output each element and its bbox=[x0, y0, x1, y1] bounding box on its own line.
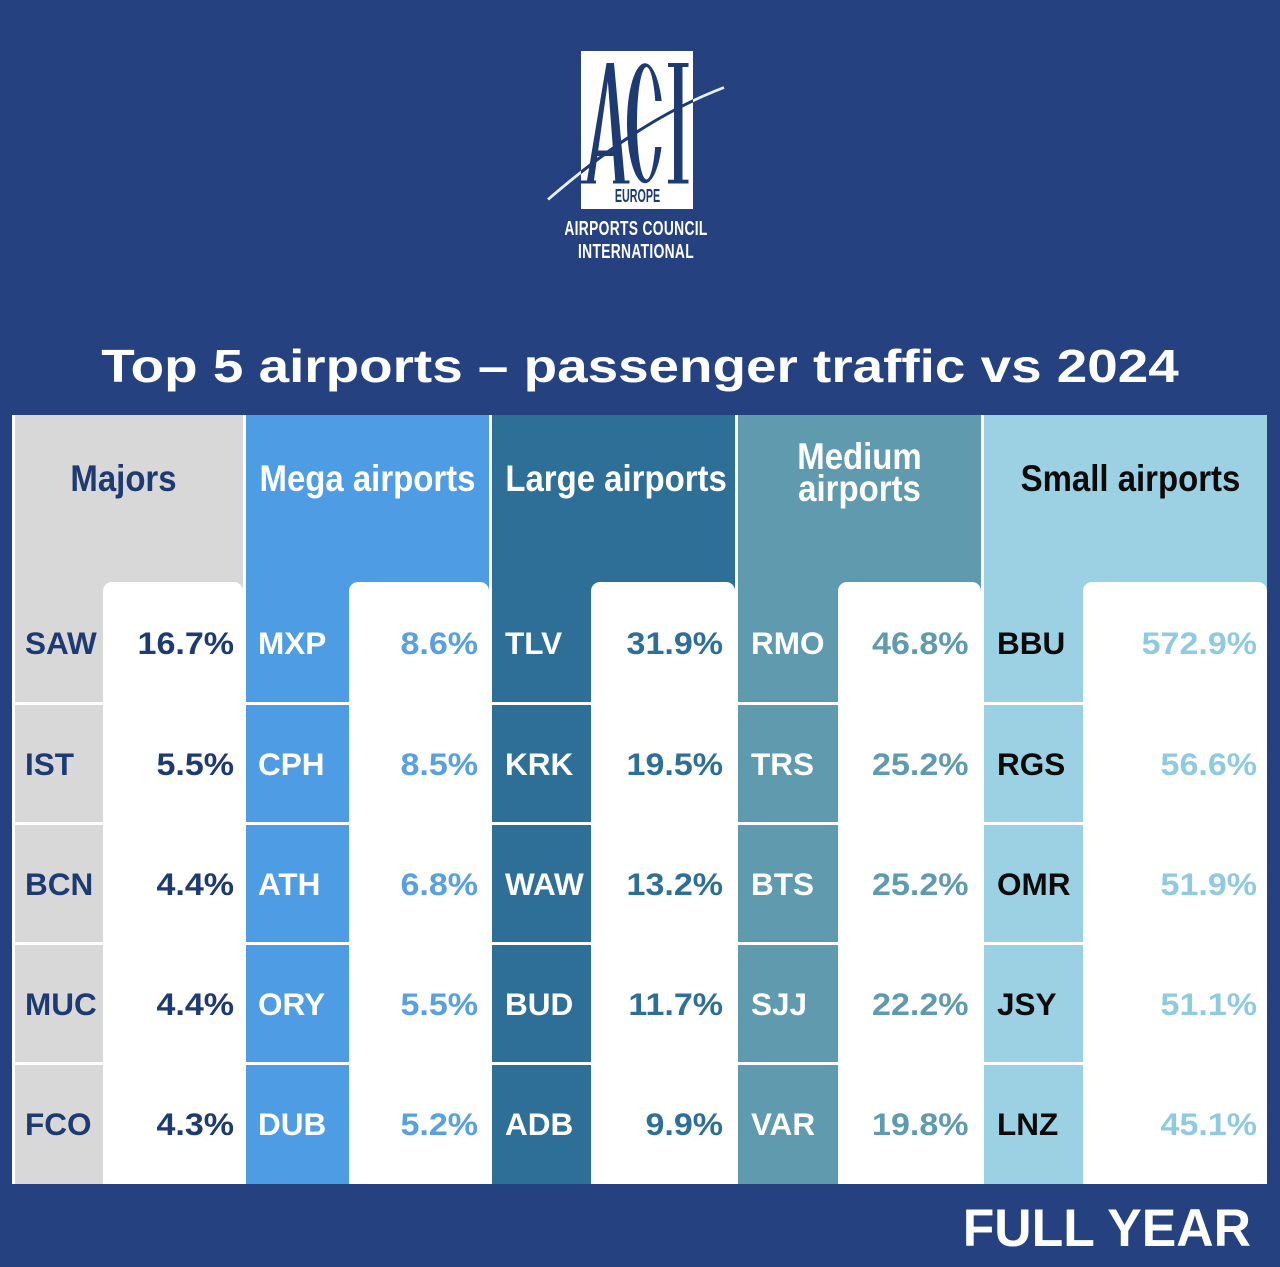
svg-text:EUROPE: EUROPE bbox=[615, 186, 660, 207]
